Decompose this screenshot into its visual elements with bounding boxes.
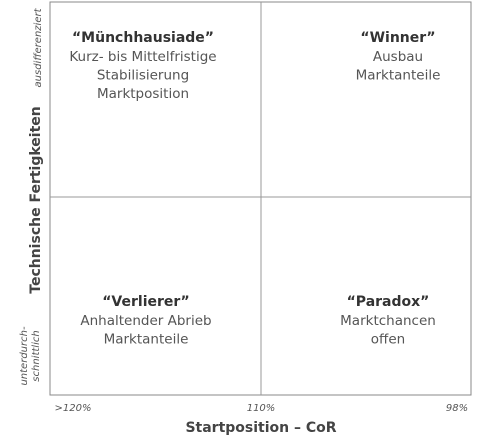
quadrant-text: Marktchancen xyxy=(340,313,436,329)
quadrant-text: Marktanteile xyxy=(104,332,189,348)
x-tick-label: 110% xyxy=(247,403,276,414)
quadrant-text: Kurz- bis Mittelfristige xyxy=(69,49,216,65)
quadrant-text: Anhaltender Abrieb xyxy=(80,313,211,329)
quadrants: “Münchhausiade” Kurz- bis Mittelfristige S… xyxy=(69,30,440,348)
y-low-label: unterdurch- xyxy=(19,326,30,385)
x-axis-label: Startposition – CoR xyxy=(185,420,336,436)
quadrant-text: Marktposition xyxy=(97,86,189,102)
x-tick-label: 98% xyxy=(446,403,468,414)
y-low-label: schnittlich xyxy=(31,330,42,381)
y-high-label: ausdifferenziert xyxy=(33,7,44,87)
x-tick-label: >120% xyxy=(55,403,92,414)
quadrant-title: “Paradox” xyxy=(347,294,430,310)
quadrant-title: “Winner” xyxy=(360,30,435,46)
quadrant-text: Ausbau xyxy=(373,49,423,65)
quadrant-title: “Verlierer” xyxy=(102,294,190,310)
quadrant-text: Marktanteile xyxy=(356,68,441,84)
y-axis-label: Technische Fertigkeiten xyxy=(28,106,44,293)
quadrant-text: offen xyxy=(371,332,405,348)
quadrant-title: “Münchhausiade” xyxy=(72,30,214,46)
quadrant-text: Stabilisierung xyxy=(97,68,189,84)
